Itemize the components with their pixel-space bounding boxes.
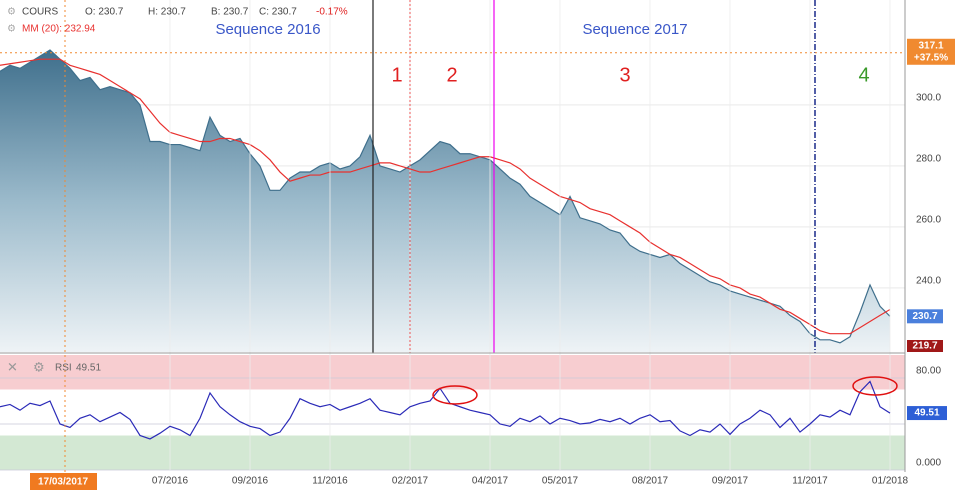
last-label: 49.51 bbox=[914, 408, 939, 419]
x-tick-label: 11/2017 bbox=[792, 476, 828, 487]
annotation: 3 bbox=[619, 64, 630, 86]
x-tick-label: 05/2017 bbox=[542, 476, 579, 487]
x-tick-label: 11/2016 bbox=[312, 476, 348, 487]
last-box bbox=[907, 309, 943, 324]
y-tick-label: 240.0 bbox=[916, 276, 941, 287]
reference-change: +37.5% bbox=[914, 52, 948, 63]
annotation: 1 bbox=[391, 64, 402, 86]
gear-icon[interactable]: ⚙ bbox=[33, 359, 45, 374]
legend-value: 49.51 bbox=[76, 363, 101, 374]
x-tick-label: 08/2017 bbox=[632, 476, 669, 487]
annotation: 2 bbox=[446, 64, 457, 86]
y-tick-label: 80.00 bbox=[916, 366, 941, 377]
y-tick-label: 300.0 bbox=[916, 93, 941, 104]
series-line bbox=[0, 380, 891, 440]
y-tick-label: 0.000 bbox=[916, 458, 941, 469]
gear-icon[interactable]: ⚙ bbox=[7, 7, 16, 18]
series-line bbox=[0, 58, 891, 335]
ohlc: B: 230.7 bbox=[211, 7, 249, 18]
highlight bbox=[432, 385, 478, 405]
annotation: 4 bbox=[858, 64, 869, 86]
last-label: 230.7 bbox=[912, 311, 937, 322]
highlight bbox=[852, 376, 898, 396]
crosshair-date: 17/03/2017 bbox=[38, 477, 88, 488]
x-tick-label: 07/2016 bbox=[152, 476, 189, 487]
low-label: 219.7 bbox=[912, 341, 937, 352]
x-tick-label: 09/2016 bbox=[232, 476, 269, 487]
ohlc: O: 230.7 bbox=[85, 7, 124, 18]
x-tick-label: 02/2017 bbox=[392, 476, 429, 487]
annotation: Sequence 2016 bbox=[215, 21, 320, 38]
reference-label: 317.1 bbox=[918, 40, 943, 51]
close-icon[interactable]: ✕ bbox=[7, 359, 18, 374]
x-tick-label: 04/2017 bbox=[472, 476, 509, 487]
y-tick-label: 280.0 bbox=[916, 154, 941, 165]
price-area bbox=[0, 50, 890, 353]
band bbox=[0, 435, 905, 470]
last-box bbox=[907, 406, 947, 421]
change: -0.17% bbox=[316, 7, 348, 18]
ohlc: H: 230.7 bbox=[148, 7, 186, 18]
price-line bbox=[0, 49, 891, 344]
legend-entry: RSI bbox=[55, 363, 72, 374]
legend-entry: COURS bbox=[22, 7, 58, 18]
reference-box bbox=[907, 38, 955, 65]
annotation: Sequence 2017 bbox=[582, 21, 687, 38]
band bbox=[0, 355, 905, 390]
legend-entry: MM (20): 232.94 bbox=[22, 24, 96, 35]
y-tick-label: 260.0 bbox=[916, 215, 941, 226]
gear-icon[interactable]: ⚙ bbox=[7, 24, 16, 35]
x-tick-label: 09/2017 bbox=[712, 476, 749, 487]
ohlc: C: 230.7 bbox=[259, 7, 297, 18]
date-box bbox=[30, 473, 97, 490]
low-box bbox=[907, 340, 943, 352]
x-tick-label: 01/2018 bbox=[872, 476, 909, 487]
